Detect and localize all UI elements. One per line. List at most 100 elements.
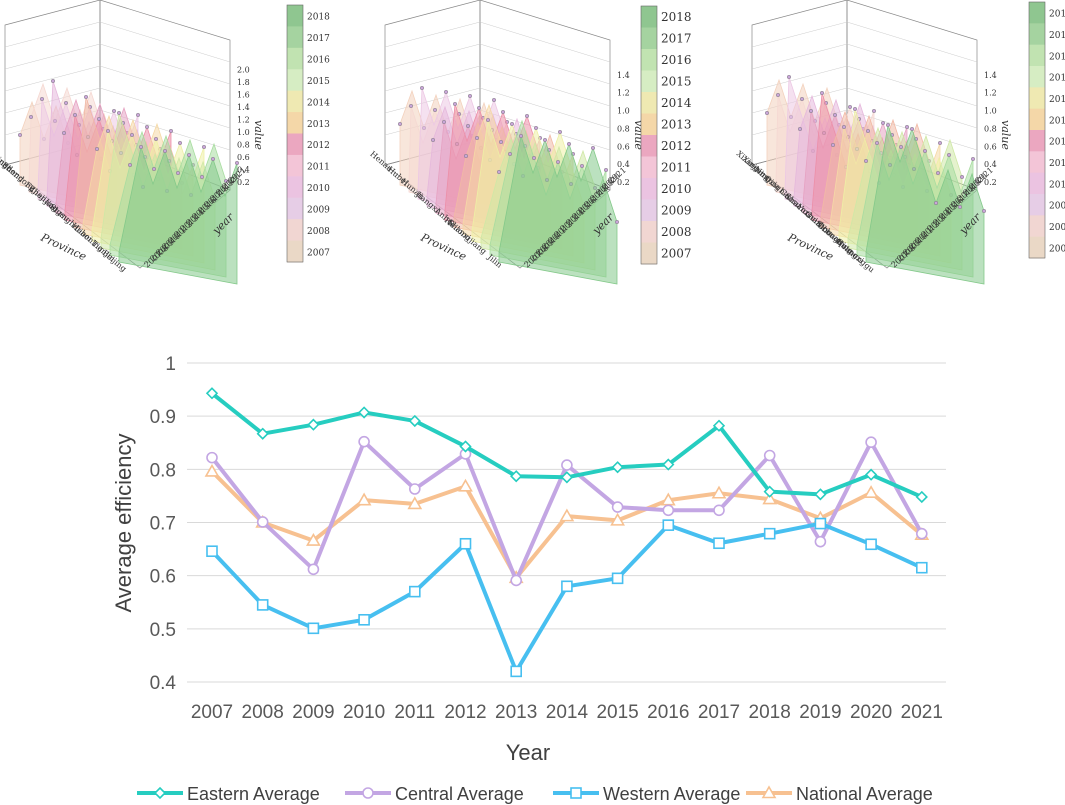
colorbar-label: 2008 (661, 225, 692, 239)
surface-point (525, 113, 530, 118)
surface-point (186, 152, 191, 157)
x-tick-label: 2021 (901, 702, 943, 723)
series-central-average (206, 435, 928, 587)
data-point-circle (611, 501, 624, 513)
data-point-circle (814, 535, 827, 548)
value-tick-label: 0.4 (617, 160, 630, 169)
surface-point (567, 141, 572, 146)
x-tick-label: 2017 (698, 702, 740, 723)
legend-item: Western Average (553, 784, 740, 804)
data-point-square (561, 580, 573, 593)
x-tick-label: 2014 (546, 702, 589, 723)
data-point-diamond (560, 471, 574, 484)
value-tick-label: 0.2 (237, 178, 250, 187)
top-3d-panels: HainanGuangdongShandongFujianZhejiangJia… (0, 0, 1065, 285)
surface-point (875, 140, 880, 145)
surface-point (866, 128, 871, 133)
x-tick-label: 2011 (394, 702, 435, 723)
colorbar-segment (287, 90, 303, 113)
surface-point (936, 170, 941, 175)
data-point-triangle (306, 532, 321, 546)
data-point-triangle (204, 463, 220, 477)
data-point-diamond (864, 468, 878, 481)
data-point-circle (915, 527, 928, 540)
surface-point (127, 162, 132, 167)
data-point-square (763, 527, 776, 540)
data-point-circle (408, 483, 421, 495)
colorbar-segment (287, 112, 303, 134)
colorbar-segment (1029, 44, 1045, 67)
y-tick-label: 0.5 (150, 620, 176, 641)
colorbar-label: 2008 (1049, 223, 1065, 233)
data-point-diamond (712, 419, 726, 432)
value-tick-label: 0.6 (237, 153, 250, 162)
surface-point (971, 156, 976, 161)
wall-grid (384, 87, 481, 114)
data-point-diamond (510, 470, 523, 483)
colorbar-label: 2015 (1049, 74, 1065, 84)
surface-point (886, 122, 891, 127)
colorbar-segment (287, 5, 303, 27)
surface-point (62, 130, 67, 135)
y-tick-label: 0.8 (150, 460, 176, 481)
surface-point (153, 136, 158, 141)
data-point-circle (307, 563, 320, 576)
value-axis-title: value (999, 120, 1012, 150)
wall-grid (846, 65, 978, 107)
colorbar: 2018 2017 2016 2015 2014 2013 2012 2011 2010 2009… (1028, 1, 1065, 259)
data-point-square (206, 545, 218, 558)
data-point-diamond (408, 414, 421, 428)
value-tick-label: 1.2 (237, 116, 250, 125)
data-point-square (713, 537, 725, 550)
data-point-square (358, 613, 370, 626)
colorbar-segment (641, 113, 657, 136)
colorbar: 2018 2017 2016 2015 2014 2013 2012 2011 2010 2009… (286, 4, 330, 263)
wall-grid (479, 87, 611, 129)
surface-point (492, 97, 497, 102)
surface-point (510, 121, 515, 126)
surface-point (604, 167, 609, 172)
surface-point (534, 125, 539, 130)
data-point-diamond (256, 427, 269, 440)
colorbar-label: 2007 (661, 246, 692, 260)
surface-point (519, 133, 524, 138)
x-axis-title: Year (506, 740, 550, 765)
value-tick-label: 0.8 (617, 124, 630, 133)
surface-point (409, 103, 414, 108)
surface-point (938, 140, 943, 145)
surface-point (63, 100, 68, 105)
legend-label: Eastern Average (187, 784, 320, 804)
wall-grid (4, 21, 101, 48)
colorbar-segment (1029, 236, 1045, 259)
surface-point (556, 159, 561, 164)
data-point-triangle (762, 491, 778, 505)
surface-point (168, 128, 173, 133)
wall-grid (751, 43, 848, 70)
x-tick-labels: 2007 2008 2009 2010 2011 2012 2013 2014 2015 2016… (191, 702, 943, 723)
surface-point (947, 152, 952, 157)
surface-point (29, 114, 34, 119)
surface-point (910, 126, 915, 131)
colorbar-segment (641, 242, 657, 265)
surface-point (905, 124, 910, 129)
colorbar-segment (287, 197, 303, 220)
data-point-triangle (761, 785, 777, 799)
surface-point (420, 85, 425, 90)
colorbar-label: 2014 (307, 98, 330, 108)
value-tick-label: 0.4 (237, 166, 250, 175)
data-point-square (611, 572, 624, 585)
x-tick-label: 2007 (191, 702, 233, 723)
colorbar-segment (287, 69, 303, 92)
surface-point (453, 101, 458, 106)
surface-point (51, 78, 56, 83)
colorbar-label: 2011 (307, 163, 330, 173)
value-tick-label: 1.6 (237, 91, 250, 100)
y-tick-label: 1 (165, 354, 176, 375)
colorbar-label: 2018 (661, 10, 692, 24)
x-tick-label: 2009 (292, 702, 334, 723)
data-point-square (510, 665, 523, 678)
surface-point (848, 104, 853, 109)
colorbar-segment (1029, 108, 1045, 131)
data-point-square (865, 538, 877, 551)
surface-point (872, 108, 877, 113)
